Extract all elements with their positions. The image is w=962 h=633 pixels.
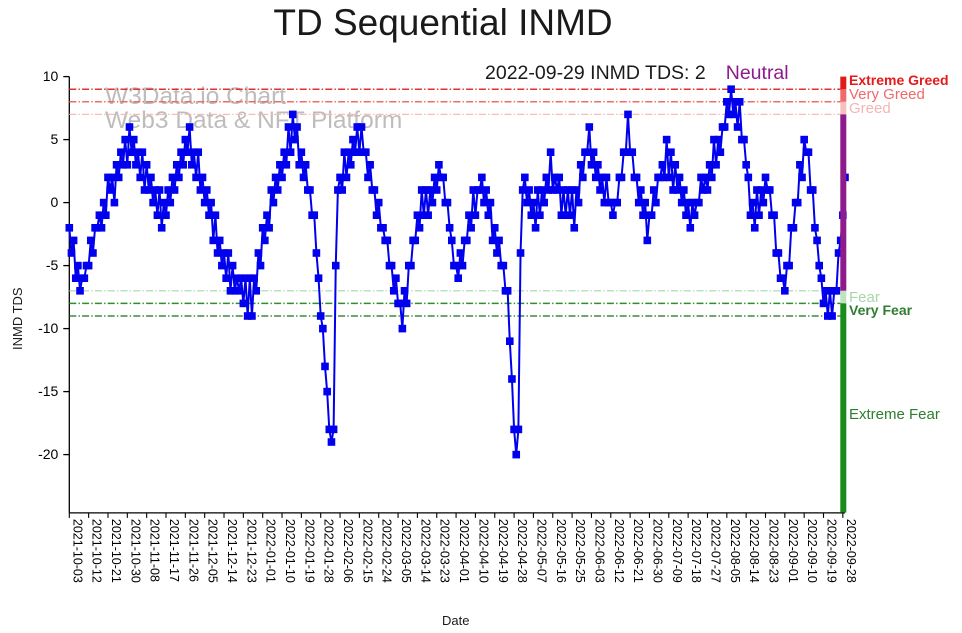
- svg-text:2022-09-19: 2022-09-19: [825, 519, 839, 583]
- svg-text:-5: -5: [46, 257, 59, 273]
- svg-text:2022-01-28: 2022-01-28: [322, 519, 336, 583]
- svg-text:2022-06-30: 2022-06-30: [650, 519, 664, 583]
- svg-text:2022-05-25: 2022-05-25: [573, 519, 587, 583]
- svg-text:2021-12-14: 2021-12-14: [225, 519, 239, 583]
- svg-text:2022-09-01: 2022-09-01: [786, 519, 800, 583]
- svg-text:2021-12-05: 2021-12-05: [206, 519, 220, 583]
- svg-text:2021-11-26: 2021-11-26: [186, 519, 200, 582]
- svg-text:2021-10-21: 2021-10-21: [109, 519, 123, 583]
- svg-text:2022-03-23: 2022-03-23: [438, 519, 452, 583]
- svg-text:2022-07-09: 2022-07-09: [670, 519, 684, 583]
- svg-text:2022-06-03: 2022-06-03: [592, 519, 606, 583]
- svg-text:2022-02-24: 2022-02-24: [380, 519, 394, 583]
- svg-text:2022-05-07: 2022-05-07: [534, 519, 548, 583]
- svg-text:10: 10: [43, 68, 59, 84]
- svg-text:2021-10-12: 2021-10-12: [90, 519, 104, 583]
- svg-text:2022-02-06: 2022-02-06: [341, 519, 355, 583]
- svg-text:2021-11-08: 2021-11-08: [148, 519, 162, 582]
- svg-text:2021-10-03: 2021-10-03: [70, 519, 84, 583]
- svg-text:2022-08-05: 2022-08-05: [728, 519, 742, 583]
- svg-text:2021-11-17: 2021-11-17: [167, 519, 181, 582]
- svg-text:2022-09-10: 2022-09-10: [805, 519, 819, 583]
- svg-text:2022-01-19: 2022-01-19: [302, 519, 316, 583]
- svg-text:0: 0: [51, 194, 59, 210]
- svg-text:2022-06-12: 2022-06-12: [612, 519, 626, 583]
- svg-text:2022-07-18: 2022-07-18: [689, 519, 703, 583]
- svg-text:2022-03-14: 2022-03-14: [418, 519, 432, 583]
- svg-text:2022-09-28: 2022-09-28: [844, 519, 858, 583]
- svg-text:2022-06-21: 2022-06-21: [631, 519, 645, 583]
- svg-text:2022-01-01: 2022-01-01: [264, 519, 278, 583]
- svg-text:2022-04-10: 2022-04-10: [476, 519, 490, 583]
- svg-text:2022-01-10: 2022-01-10: [283, 519, 297, 583]
- svg-text:2022-04-28: 2022-04-28: [515, 519, 529, 583]
- svg-text:-20: -20: [38, 446, 58, 462]
- svg-text:2022-02-15: 2022-02-15: [360, 519, 374, 583]
- svg-text:2022-03-05: 2022-03-05: [399, 519, 413, 583]
- svg-text:2022-08-23: 2022-08-23: [767, 519, 781, 583]
- svg-text:-10: -10: [38, 320, 58, 336]
- svg-text:2022-04-19: 2022-04-19: [496, 519, 510, 583]
- svg-text:2022-08-14: 2022-08-14: [747, 519, 761, 583]
- svg-text:2021-12-23: 2021-12-23: [244, 519, 258, 583]
- svg-text:2022-05-16: 2022-05-16: [554, 519, 568, 583]
- svg-text:2022-07-27: 2022-07-27: [708, 519, 722, 583]
- svg-text:2021-10-30: 2021-10-30: [128, 519, 142, 583]
- svg-text:5: 5: [51, 131, 59, 147]
- svg-text:-15: -15: [38, 383, 58, 399]
- svg-text:2022-04-01: 2022-04-01: [457, 519, 471, 583]
